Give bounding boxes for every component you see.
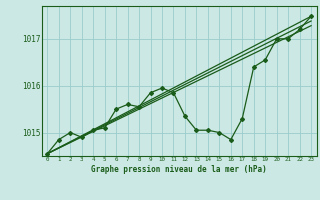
X-axis label: Graphe pression niveau de la mer (hPa): Graphe pression niveau de la mer (hPa)	[91, 165, 267, 174]
